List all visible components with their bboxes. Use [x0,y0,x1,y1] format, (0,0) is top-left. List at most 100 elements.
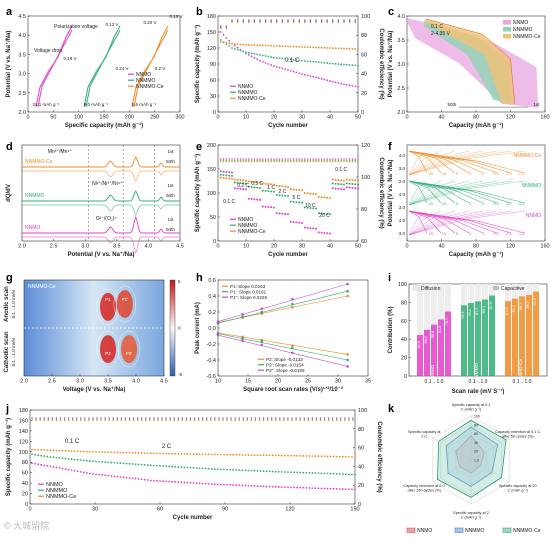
ce-point [120,418,123,420]
capacity-point [79,459,82,462]
annotation: 1st [168,183,175,188]
capacity-point [261,60,264,63]
ce-point [193,418,196,420]
rate-mark: 1 [482,232,484,236]
data-point [291,302,294,306]
capacity-point [348,473,350,476]
capacity-point [312,227,315,230]
ce-point [206,418,208,420]
capacity-point [250,55,253,58]
x-tick-label: 50 [355,244,361,250]
ce-point [222,419,224,422]
capacity-point [89,472,91,475]
ce-point [67,419,70,422]
ce-point [210,419,212,422]
capacity-point [329,196,331,199]
ce-point [185,417,188,419]
capacity-point [37,454,40,457]
capacity-point [309,206,312,209]
capacity-point [165,465,167,468]
x-tick-label: 3.0 [76,379,84,385]
x-tick-label: 0 [26,115,29,121]
ce-point [104,419,106,422]
ce-point [281,21,284,24]
capacity-point [236,48,239,51]
dqdv-discharge-curve [22,204,180,216]
capacity-point [259,485,262,488]
ce-point [262,160,264,163]
ce-point [71,419,74,422]
capacity-point [354,183,357,186]
ce-point [352,417,354,419]
capacitive-bar [445,311,451,376]
ce-point [309,159,312,161]
capacity-point [270,64,273,66]
capacity-point [238,484,241,487]
capacity-point [183,453,186,455]
ce-point [189,419,192,422]
capacity-point [85,472,88,474]
capacity-point [331,47,334,50]
ce-point [132,418,135,420]
y-tick-label: 2.0 [397,110,405,116]
contour-line [113,285,137,323]
rate-label: 10 C [305,203,316,209]
capacity-point [273,65,275,68]
capacity-point [329,455,332,458]
x-tick-label: 2.5 [48,379,56,385]
capacity-point [219,31,222,33]
ce-point [343,20,345,23]
panel-label-i: i [388,272,392,284]
capacity-point [225,170,228,173]
capacity-point [295,221,298,224]
capacity-point [320,196,323,199]
ce-point [254,419,257,422]
ce-point [63,418,66,420]
watermark: © 大城留院 [4,521,50,531]
capacity-point [233,43,236,45]
capacity-point [326,232,329,235]
y2-tick-label: 0 [361,110,364,116]
capacity-point [280,471,283,473]
legend-label: NNMO [136,72,151,78]
bar-value-label: 81.2 [475,308,479,315]
x-axis-label: Square root scan rates (V/s)¹ᐟ²/10⁻³ [243,386,343,393]
capacity-point [314,487,317,490]
capacity-point [207,483,210,485]
ce-point [344,418,346,420]
chart-j: 0 30 60 90 120 150020406080100120140160180020… [5,408,382,521]
ce-point [236,21,239,24]
capacity-point [98,473,100,476]
ce-point [248,159,250,161]
capacity-point [34,453,36,456]
capacity-point [37,448,40,451]
bar-value-label: 88.2 [526,301,530,308]
ce-point [270,21,272,24]
capacity-point [189,466,192,469]
ce-point [276,158,278,160]
y-tick-label: 3.0 [399,166,406,171]
capacity-point [287,195,289,198]
ce-point [320,19,323,21]
capacity-point [265,470,268,473]
capacity-point [95,451,97,453]
capacity-point [256,181,259,184]
x-tick-label: 3.0 [81,244,89,250]
data-point [241,313,244,316]
fit-line [217,332,348,355]
data-point [260,340,264,343]
capacity-point [156,479,158,482]
ce-point [230,418,232,420]
capacitive-bar [461,305,467,376]
capacity-point [357,179,359,182]
capacity-point [292,221,295,224]
rate-mark: 10 [442,172,446,176]
capacity-point [302,471,305,474]
ce-point [35,418,37,420]
y2-tick-label: 100 [361,14,370,20]
ce-point [292,159,295,161]
annotation: 50th [166,193,175,198]
panel-label-k: k [388,403,395,415]
